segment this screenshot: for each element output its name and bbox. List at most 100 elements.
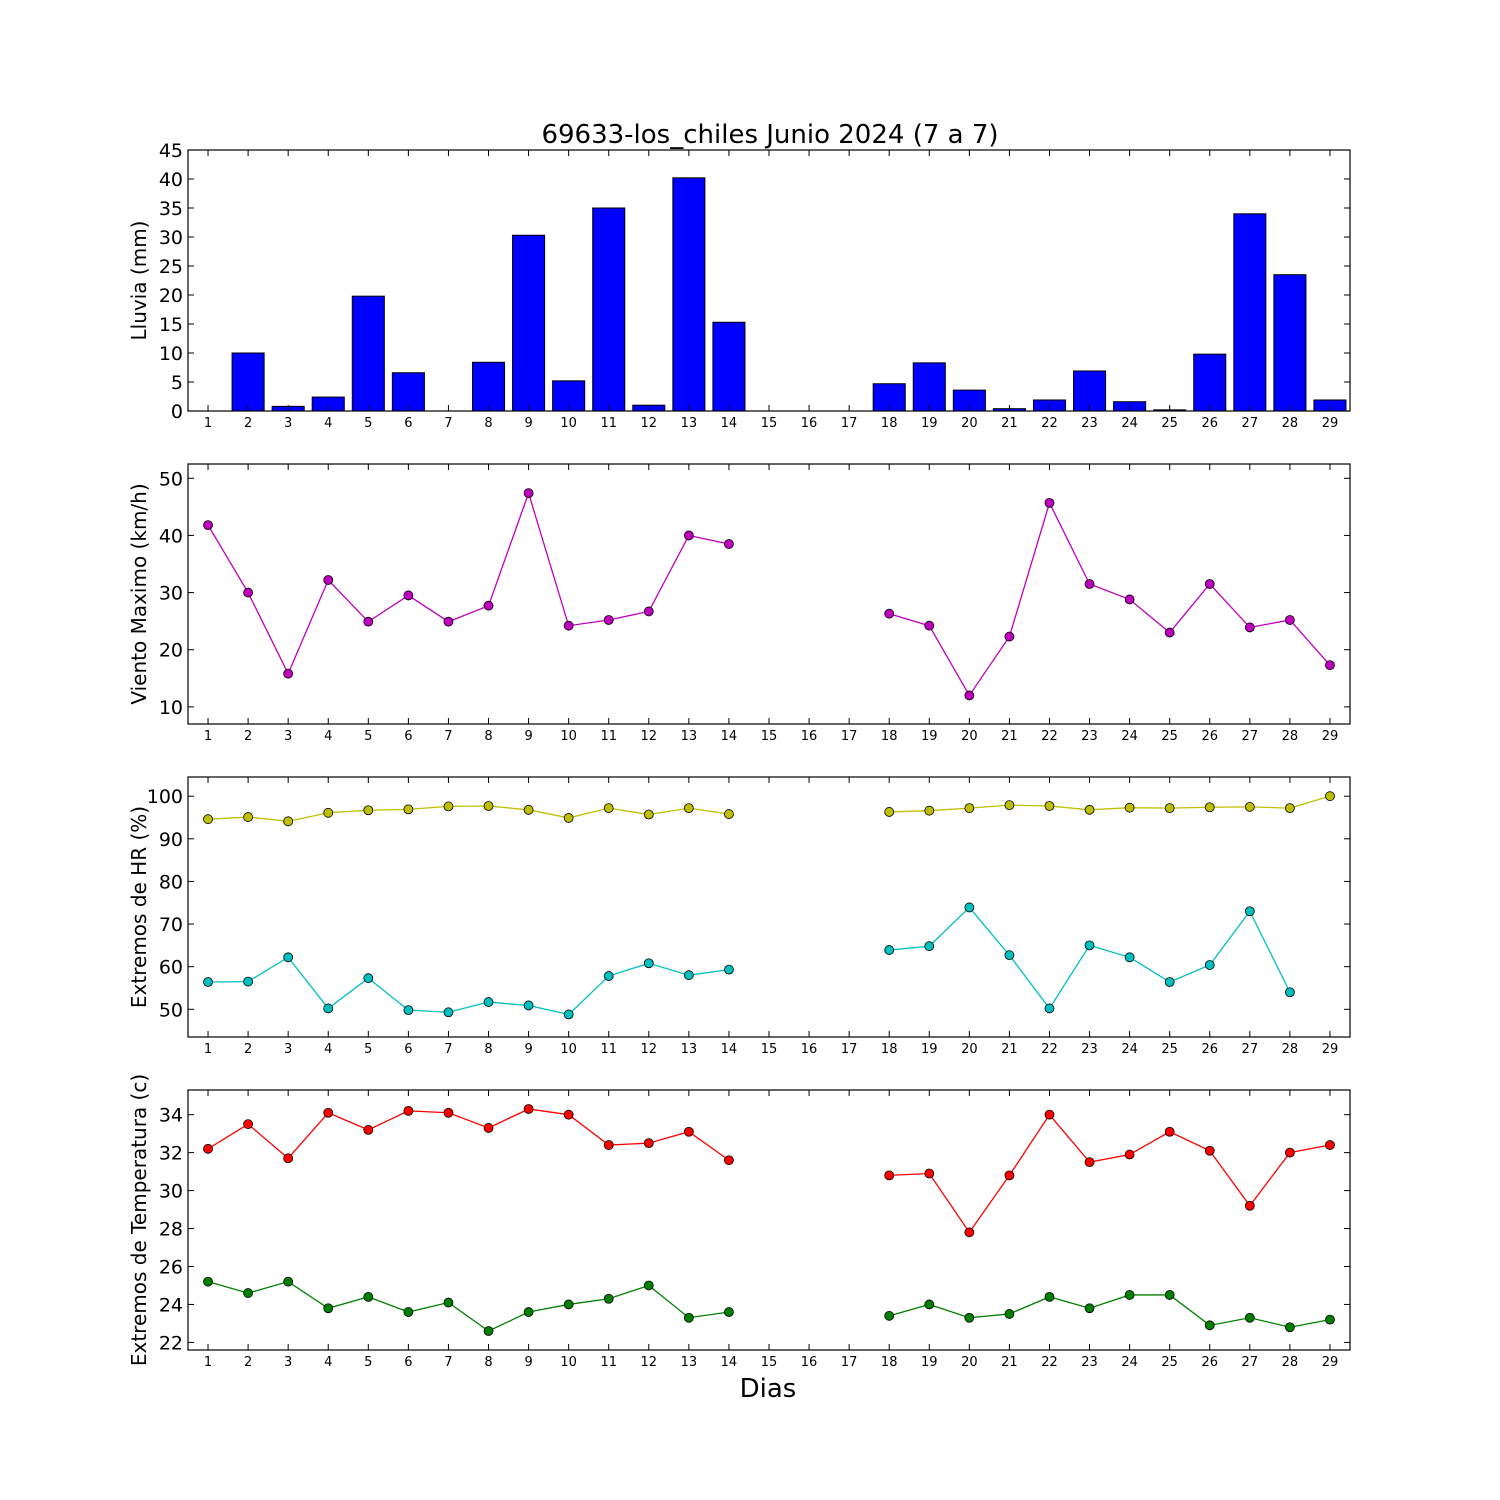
x-tick-label: 9 bbox=[524, 416, 532, 431]
bar-day-5 bbox=[351, 295, 385, 412]
series-line-1-seg-1 bbox=[207, 1108, 730, 1161]
x-tick-label: 4 bbox=[324, 729, 332, 744]
x-tick-label: 14 bbox=[721, 1042, 738, 1057]
x-tick-label: 24 bbox=[1121, 729, 1138, 744]
point-series-2-day-3 bbox=[283, 952, 294, 963]
point-series-2-day-6 bbox=[403, 1005, 414, 1016]
x-tick-label: 6 bbox=[404, 416, 412, 431]
x-tick-label: 23 bbox=[1081, 1042, 1098, 1057]
point-series-2-day-1 bbox=[203, 1276, 213, 1287]
x-tick-label: 8 bbox=[484, 729, 492, 744]
x-tick-label: 2 bbox=[244, 1355, 252, 1370]
x-tick-label: 7 bbox=[444, 416, 452, 431]
x-tick-label: 20 bbox=[961, 416, 978, 431]
point-series-1-day-10 bbox=[563, 620, 574, 631]
x-tick-label: 8 bbox=[484, 416, 492, 431]
y-tick-label: 28 bbox=[159, 1219, 183, 1241]
x-tick-label: 14 bbox=[721, 729, 738, 744]
y-tick-label: 30 bbox=[159, 583, 183, 605]
point-series-2-day-24 bbox=[1124, 952, 1135, 963]
bar-day-27 bbox=[1233, 213, 1267, 412]
point-series-2-day-3 bbox=[283, 1276, 294, 1287]
point-series-1-day-3 bbox=[283, 668, 294, 679]
point-series-1-day-3 bbox=[283, 1153, 294, 1164]
x-tick-label: 15 bbox=[761, 1355, 778, 1370]
x-tick-label: 15 bbox=[761, 1042, 778, 1057]
point-series-2-day-19 bbox=[924, 941, 935, 952]
point-series-1-day-3 bbox=[283, 816, 294, 827]
point-series-1-day-20 bbox=[964, 1227, 975, 1238]
series-line-2-seg-1 bbox=[207, 1280, 730, 1332]
x-tick-label: 2 bbox=[244, 1042, 252, 1057]
point-series-1-day-25 bbox=[1164, 1126, 1175, 1137]
point-series-1-day-13 bbox=[683, 530, 694, 541]
x-tick-label: 22 bbox=[1041, 1355, 1058, 1370]
point-series-1-day-11 bbox=[603, 615, 614, 625]
point-series-1-day-6 bbox=[403, 804, 414, 815]
series-line-2-seg-2 bbox=[889, 906, 1291, 1010]
x-tick-label: 7 bbox=[444, 1042, 452, 1057]
point-series-2-day-11 bbox=[603, 971, 614, 981]
x-tick-label: 25 bbox=[1161, 416, 1178, 431]
point-series-2-day-12 bbox=[643, 1280, 654, 1291]
point-series-1-day-5 bbox=[363, 616, 374, 627]
x-tick-label: 22 bbox=[1041, 416, 1058, 431]
x-tick-label: 17 bbox=[841, 1355, 858, 1370]
point-series-2-day-20 bbox=[964, 1312, 975, 1323]
y-tick-label: 80 bbox=[159, 871, 183, 893]
x-tick-label: 28 bbox=[1282, 416, 1299, 431]
y-tick-label: 20 bbox=[159, 285, 183, 307]
point-series-1-day-27 bbox=[1244, 801, 1255, 812]
x-tick-label: 6 bbox=[404, 729, 412, 744]
x-tick-label: 10 bbox=[560, 729, 577, 744]
point-series-2-day-27 bbox=[1244, 1312, 1255, 1323]
bar-day-9 bbox=[512, 234, 546, 412]
x-tick-label: 17 bbox=[841, 1042, 858, 1057]
x-tick-label: 19 bbox=[921, 1355, 938, 1370]
plot-frame bbox=[187, 776, 1351, 1038]
x-tick-label: 29 bbox=[1322, 729, 1339, 744]
x-tick-label: 11 bbox=[600, 1042, 617, 1057]
point-series-2-day-14 bbox=[724, 964, 734, 975]
point-series-1-day-5 bbox=[363, 1124, 374, 1135]
x-tick-label: 21 bbox=[1001, 729, 1018, 744]
x-tick-label: 18 bbox=[881, 1355, 898, 1370]
x-tick-label: 11 bbox=[600, 1355, 617, 1370]
bar-day-26 bbox=[1193, 353, 1227, 412]
point-series-2-day-14 bbox=[724, 1307, 734, 1317]
point-series-2-day-28 bbox=[1285, 1322, 1295, 1333]
point-series-1-day-6 bbox=[403, 590, 414, 601]
point-series-2-day-13 bbox=[683, 970, 694, 981]
point-series-1-day-24 bbox=[1124, 802, 1135, 813]
x-tick-label: 27 bbox=[1242, 416, 1259, 431]
point-series-1-day-13 bbox=[683, 803, 694, 814]
y-tick-label: 60 bbox=[159, 957, 183, 979]
point-series-2-day-23 bbox=[1084, 1303, 1095, 1314]
point-series-2-day-18 bbox=[884, 945, 895, 955]
point-series-1-day-7 bbox=[443, 616, 454, 627]
point-series-2-day-9 bbox=[523, 1000, 534, 1011]
y-axis-label: Lluvia (mm) bbox=[127, 221, 151, 341]
point-series-1-day-18 bbox=[884, 608, 895, 619]
point-series-1-day-14 bbox=[724, 1155, 734, 1166]
point-series-1-day-9 bbox=[523, 804, 534, 815]
point-series-1-day-23 bbox=[1084, 579, 1095, 589]
x-tick-label: 27 bbox=[1242, 1355, 1259, 1370]
point-series-2-day-10 bbox=[563, 1009, 574, 1020]
x-tick-label: 15 bbox=[761, 416, 778, 431]
point-series-2-day-20 bbox=[964, 902, 975, 913]
point-series-1-day-26 bbox=[1204, 1145, 1215, 1156]
plot-frame bbox=[187, 1089, 1351, 1351]
x-tick-label: 29 bbox=[1322, 416, 1339, 431]
x-tick-label: 24 bbox=[1121, 416, 1138, 431]
x-tick-label: 6 bbox=[404, 1355, 412, 1370]
x-tick-label: 1 bbox=[204, 729, 212, 744]
y-tick-label: 24 bbox=[159, 1294, 183, 1316]
point-series-1-day-19 bbox=[924, 805, 935, 816]
point-series-1-day-9 bbox=[523, 488, 534, 499]
point-series-2-day-26 bbox=[1204, 1320, 1215, 1331]
x-tick-label: 2 bbox=[244, 729, 252, 744]
x-tick-label: 29 bbox=[1322, 1042, 1339, 1057]
